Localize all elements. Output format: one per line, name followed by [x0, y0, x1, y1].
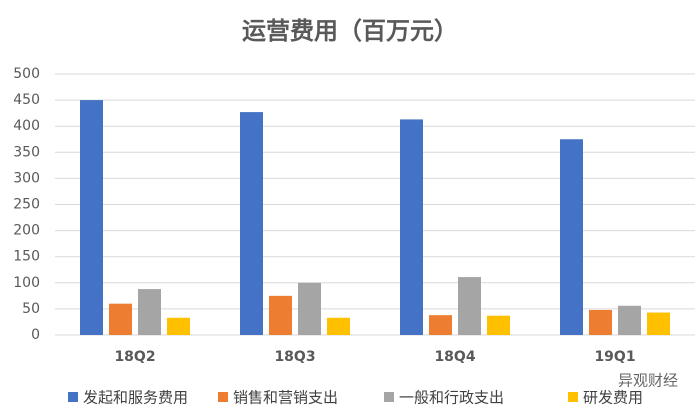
legend-swatch	[384, 392, 394, 402]
y-tick-label: 150	[13, 249, 40, 265]
y-tick-label: 500	[13, 66, 40, 82]
x-tick-label: 19Q1	[594, 349, 635, 365]
bar	[458, 277, 481, 335]
bar	[487, 315, 510, 335]
y-tick-label: 400	[13, 118, 40, 134]
bar	[138, 289, 161, 335]
legend-swatch	[218, 392, 228, 402]
legend-label: 研发费用	[583, 389, 643, 407]
bar	[647, 312, 670, 335]
legend-label: 发起和服务费用	[83, 389, 188, 407]
y-tick-label: 300	[13, 170, 40, 186]
y-tick-label: 200	[13, 223, 40, 239]
y-tick-label: 350	[13, 144, 40, 160]
bar	[618, 305, 641, 335]
y-tick-label: 100	[13, 275, 40, 291]
legend-label: 一般和行政支出	[399, 389, 504, 407]
bar	[80, 100, 103, 335]
bar	[560, 139, 583, 335]
legend-label: 销售和营销支出	[233, 389, 338, 407]
bar	[589, 309, 612, 335]
x-tick-label: 18Q4	[434, 349, 475, 365]
bar	[109, 303, 132, 335]
y-tick-label: 450	[13, 92, 40, 108]
x-tick-label: 18Q2	[114, 349, 155, 365]
y-tick-label: 50	[22, 301, 40, 317]
y-tick-label: 0	[31, 327, 40, 343]
bar	[429, 315, 452, 335]
legend-swatch	[68, 392, 78, 402]
bar	[400, 119, 423, 335]
x-tick-label: 18Q3	[274, 349, 315, 365]
chart-title: 运营费用（百万元）	[242, 17, 458, 45]
bar	[269, 295, 292, 335]
y-tick-label: 250	[13, 197, 40, 213]
bar	[327, 317, 350, 335]
bar	[240, 112, 263, 335]
legend-swatch	[568, 392, 578, 402]
watermark: 异观财经	[618, 372, 678, 390]
bar	[167, 317, 190, 335]
bar	[298, 282, 321, 335]
